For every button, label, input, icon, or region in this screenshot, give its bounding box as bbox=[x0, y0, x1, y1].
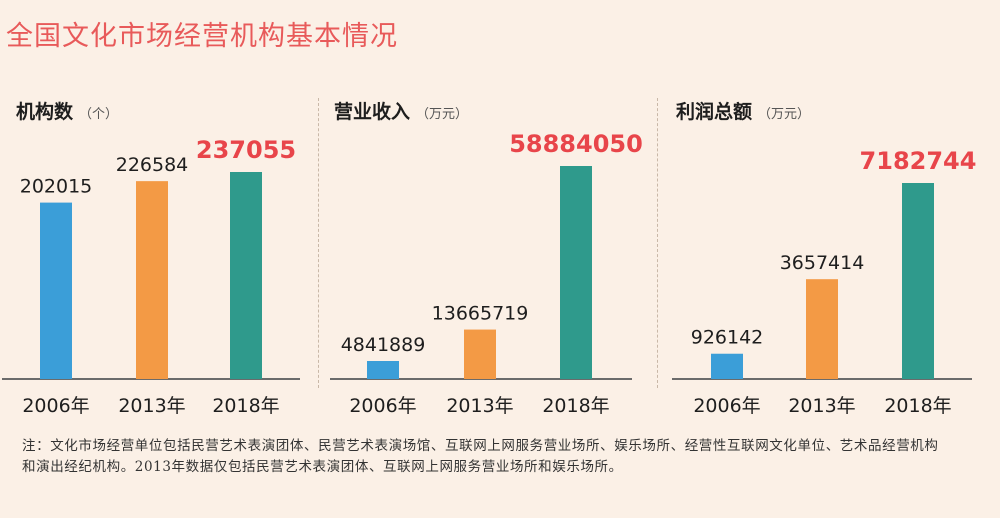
bar-value-label: 4841889 bbox=[341, 334, 426, 356]
panel-unit: （万元） bbox=[416, 107, 469, 122]
bar-value-label: 226584 bbox=[116, 154, 189, 176]
panel-unit: （个） bbox=[79, 107, 119, 122]
chart-panel: 202015 2006年 226584 2013年 237055 2018年 bbox=[2, 136, 300, 417]
panel-divider bbox=[657, 98, 658, 388]
chart-panel: 4841889 2006年 13665719 2013年 58884050 2018年 bbox=[330, 130, 643, 417]
panel-title-text: 营业收入 bbox=[334, 101, 411, 123]
bar-2018年 bbox=[230, 172, 262, 379]
panel-unit: （万元） bbox=[758, 107, 811, 122]
panel-divider bbox=[318, 98, 319, 388]
x-tick-label: 2013年 bbox=[446, 395, 513, 417]
bar-2018年 bbox=[902, 183, 934, 379]
panel-title-text: 利润总额 bbox=[676, 101, 753, 123]
bar-2013年 bbox=[806, 279, 838, 379]
panel-title-profit: 利润总额 （万元） bbox=[676, 97, 810, 124]
bar-value-label: 58884050 bbox=[509, 130, 643, 158]
bar-value-label: 237055 bbox=[196, 136, 296, 164]
panel-title-revenue: 营业收入 （万元） bbox=[334, 97, 468, 124]
panel-title-institutions: 机构数 （个） bbox=[16, 97, 118, 124]
chart-panel: 926142 2006年 3657414 2013年 7182744 2018年 bbox=[672, 147, 976, 417]
bar-value-label: 202015 bbox=[20, 176, 93, 198]
panel-title-text: 机构数 bbox=[16, 101, 74, 123]
bar-value-label: 926142 bbox=[691, 327, 764, 349]
bar-charts: 2020152006年2265842013年2370552018年4841889… bbox=[2, 130, 976, 417]
x-tick-label: 2006年 bbox=[693, 395, 760, 417]
footnote: 注：文化市场经营单位包括民营艺术表演团体、民营艺术表演场馆、互联网上网服务营业场… bbox=[22, 438, 939, 475]
bar-2006年 bbox=[367, 361, 399, 379]
bar-value-label: 7182744 bbox=[860, 147, 977, 175]
bar-value-label: 3657414 bbox=[780, 252, 865, 274]
x-tick-label: 2018年 bbox=[542, 395, 609, 417]
x-tick-label: 2018年 bbox=[884, 395, 951, 417]
bar-value-label: 13665719 bbox=[432, 303, 529, 325]
bar-2013年 bbox=[464, 329, 496, 379]
x-tick-label: 2006年 bbox=[349, 395, 416, 417]
bar-2006年 bbox=[40, 202, 72, 379]
x-tick-label: 2018年 bbox=[212, 395, 279, 417]
bar-2018年 bbox=[560, 166, 592, 379]
page-title: 全国文化市场经营机构基本情况 bbox=[6, 21, 398, 52]
x-tick-label: 2013年 bbox=[118, 395, 185, 417]
x-tick-label: 2006年 bbox=[22, 395, 89, 417]
bar-2013年 bbox=[136, 181, 168, 379]
bar-2006年 bbox=[711, 353, 743, 379]
x-tick-label: 2013年 bbox=[788, 395, 855, 417]
